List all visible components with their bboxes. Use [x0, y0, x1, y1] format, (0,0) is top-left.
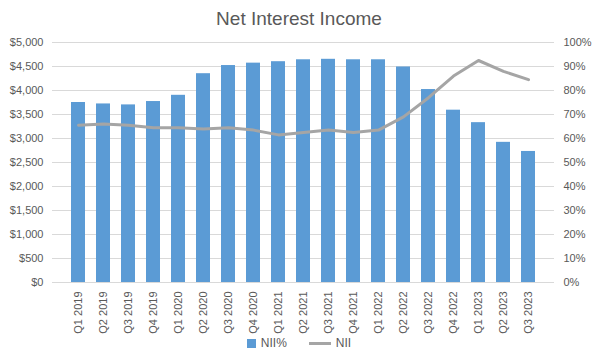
svg-text:Q1 2020: Q1 2020 [172, 292, 184, 334]
svg-text:Q1 2022: Q1 2022 [372, 292, 384, 334]
svg-text:Q1 2021: Q1 2021 [272, 292, 284, 334]
svg-text:$0: $0 [31, 276, 43, 288]
svg-text:90%: 90% [564, 60, 586, 72]
svg-text:60%: 60% [564, 132, 586, 144]
svg-text:30%: 30% [564, 204, 586, 216]
svg-text:Q2 2021: Q2 2021 [297, 292, 309, 334]
svg-text:Q2 2019: Q2 2019 [97, 292, 109, 334]
svg-text:$5,000: $5,000 [10, 36, 44, 48]
svg-text:50%: 50% [564, 156, 586, 168]
svg-text:Q3 2022: Q3 2022 [422, 292, 434, 334]
svg-text:40%: 40% [564, 180, 586, 192]
svg-text:70%: 70% [564, 108, 586, 120]
svg-text:10%: 10% [564, 252, 586, 264]
svg-text:0%: 0% [564, 276, 580, 288]
svg-text:$1,500: $1,500 [10, 204, 44, 216]
svg-text:Q4 2020: Q4 2020 [247, 292, 259, 334]
svg-text:Q4 2022: Q4 2022 [447, 292, 459, 334]
html-text:NII: NII [335, 336, 352, 350]
svg-text:80%: 80% [564, 84, 586, 96]
html-text:NII%: NII% [260, 336, 287, 350]
svg-text:$3,000: $3,000 [10, 132, 44, 144]
svg-text:$2,000: $2,000 [10, 180, 44, 192]
svg-text:Q3 2023: Q3 2023 [522, 292, 534, 334]
svg-text:$4,500: $4,500 [10, 60, 44, 72]
svg-text:Q1 2019: Q1 2019 [72, 292, 84, 334]
svg-text:$1,000: $1,000 [10, 228, 44, 240]
svg-text:$4,000: $4,000 [10, 84, 44, 96]
svg-text:Q2 2020: Q2 2020 [197, 292, 209, 334]
svg-text:Q3 2020: Q3 2020 [222, 292, 234, 334]
svg-text:Q4 2019: Q4 2019 [147, 292, 159, 334]
svg-text:Q2 2022: Q2 2022 [397, 292, 409, 334]
svg-text:Q2 2023: Q2 2023 [497, 292, 509, 334]
svg-text:100%: 100% [564, 36, 592, 48]
svg-text:$3,500: $3,500 [10, 108, 44, 120]
svg-text:Q1 2023: Q1 2023 [472, 292, 484, 334]
svg-text:20%: 20% [564, 228, 586, 240]
svg-text:Q3 2021: Q3 2021 [322, 292, 334, 334]
svg-text:Q4 2021: Q4 2021 [347, 292, 359, 334]
svg-text:$2,500: $2,500 [10, 156, 44, 168]
svg-text:$500: $500 [19, 252, 43, 264]
html-text:Net Interest Income: Net Interest Income [216, 8, 382, 29]
svg-text:Q3 2019: Q3 2019 [122, 292, 134, 334]
